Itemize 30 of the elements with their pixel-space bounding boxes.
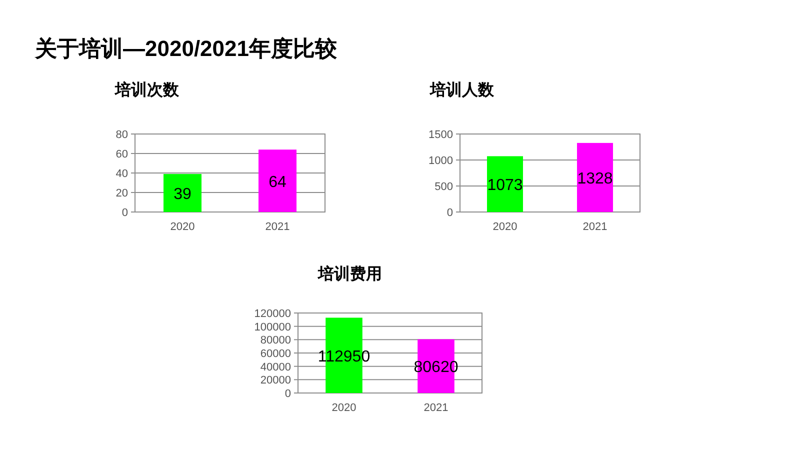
ytick: 1000: [428, 155, 453, 167]
xtick: 2021: [265, 221, 290, 233]
ytick: 0: [284, 388, 291, 400]
ytick: 60000: [260, 348, 291, 360]
title: 培训人数: [430, 82, 494, 99]
xtick: 2021: [424, 402, 448, 414]
data-label: 1073: [487, 177, 523, 194]
xtick: 2020: [332, 402, 356, 414]
ytick: 80000: [260, 334, 291, 347]
title: 培训次数: [115, 82, 179, 99]
data-label: 1328: [577, 170, 613, 188]
xtick: 2020: [492, 221, 518, 233]
ytick: 120000: [254, 308, 291, 320]
ytick: 0: [446, 207, 453, 219]
ytick: 1500: [428, 129, 453, 141]
ytick: 40000: [260, 361, 291, 374]
data-label: 39: [174, 186, 192, 203]
ytick: 20: [116, 188, 128, 200]
ytick: 500: [434, 181, 453, 193]
xtick: 2020: [170, 221, 195, 233]
ytick: 0: [122, 207, 128, 219]
ytick: 80: [116, 129, 128, 141]
ytick: 100000: [254, 321, 291, 334]
ytick: 60: [116, 148, 128, 160]
ytick: 20000: [260, 374, 291, 387]
title: 关于培训—2020/2021年度比较: [35, 36, 337, 61]
xtick: 2021: [582, 221, 608, 233]
data-label: 64: [268, 174, 286, 191]
title: 培训费用: [318, 266, 382, 283]
ytick: 40: [116, 168, 128, 180]
